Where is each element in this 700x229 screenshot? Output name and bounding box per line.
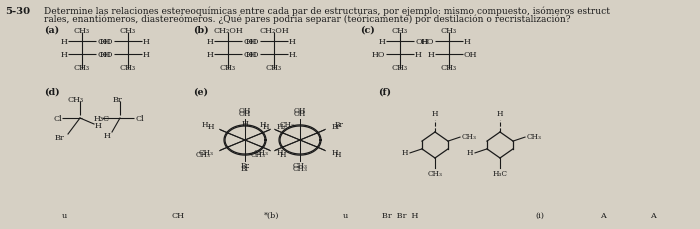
Text: OH: OH [464,51,477,59]
Text: CH₃: CH₃ [120,27,136,35]
Text: H: H [143,51,150,59]
Text: CH₃: CH₃ [253,149,269,157]
Text: CH₃: CH₃ [441,64,457,72]
Text: *(b): *(b) [264,212,279,220]
Text: CH₃: CH₃ [279,121,294,129]
Text: H: H [259,121,266,129]
Text: H.: H. [242,120,251,128]
Text: OH: OH [415,38,428,46]
Text: H.: H. [202,121,211,129]
Text: H: H [331,149,338,157]
Text: H: H [402,149,408,157]
Text: CH₃: CH₃ [74,64,90,72]
Text: CH₃: CH₃ [462,133,477,141]
Text: CH₃: CH₃ [68,96,84,104]
Text: (i): (i) [535,212,544,220]
Text: rales, enantiómeros, diastereómeros. ¿Qué pares podría separar (teóricamente) po: rales, enantiómeros, diastereómeros. ¿Qu… [44,15,570,25]
Text: H: H [378,38,385,46]
Text: CH₃: CH₃ [196,150,211,158]
Text: H: H [497,110,503,118]
Text: H₃C: H₃C [493,170,507,178]
Text: CH₃: CH₃ [74,27,90,35]
Text: H: H [466,149,473,157]
Text: 5-30: 5-30 [5,7,30,16]
Text: OH: OH [97,38,111,46]
Text: HO: HO [372,51,385,59]
Text: Br: Br [241,165,249,173]
Text: H: H [464,38,471,46]
Text: OH: OH [239,107,251,115]
Text: Br: Br [241,162,249,170]
Text: HO: HO [246,51,259,59]
Text: HO: HO [246,38,259,46]
Text: CH₃: CH₃ [293,165,307,173]
Text: u: u [62,212,67,220]
Text: H₂: H₂ [276,123,286,131]
Text: Br: Br [55,134,64,142]
Text: Br: Br [334,121,343,129]
Text: H.: H. [289,51,298,59]
Text: CH₃: CH₃ [428,170,442,178]
Text: CH₃: CH₃ [251,150,266,158]
Text: Br: Br [331,123,340,131]
Text: CH: CH [172,212,185,220]
Text: u: u [343,212,349,220]
Text: CH₃: CH₃ [266,64,282,72]
Text: H: H [427,51,434,59]
Text: A: A [600,212,606,220]
Text: H: H [206,51,213,59]
Text: H: H [143,38,150,46]
Text: OH: OH [243,51,256,59]
Text: OH: OH [294,107,306,115]
Text: H: H [262,123,269,131]
Text: H: H [432,110,438,118]
Text: H: H [276,149,283,157]
Text: CH₃: CH₃ [392,64,408,72]
Text: CH₃: CH₃ [441,27,457,35]
Text: OH: OH [243,38,256,46]
Text: CH₃: CH₃ [199,149,214,157]
Text: HO: HO [99,51,113,59]
Text: CH₃: CH₃ [120,64,136,72]
Text: H: H [207,123,214,131]
Text: Br  Br  H: Br Br H [382,212,419,220]
Text: OH: OH [97,51,111,59]
Text: H: H [206,38,213,46]
Text: Cl: Cl [135,115,143,123]
Text: (b): (b) [193,26,209,35]
Text: CH₂OH: CH₂OH [259,27,289,35]
Text: (d): (d) [44,88,60,97]
Text: H: H [415,51,422,59]
Text: (f): (f) [378,88,391,97]
Text: H: H [95,122,102,130]
Text: H: H [334,150,341,158]
Text: (e): (e) [193,88,208,97]
Text: OH: OH [239,110,251,118]
Text: H: H [103,132,110,140]
Text: CH₃: CH₃ [527,133,542,141]
Text: H₃C: H₃C [94,115,110,123]
Text: CH₂OH: CH₂OH [213,27,243,35]
Text: CH₃: CH₃ [293,162,307,170]
Text: CH₃: CH₃ [392,27,408,35]
Text: (a): (a) [44,26,59,35]
Text: HO: HO [421,38,434,46]
Text: Cl: Cl [54,115,62,123]
Text: CH₃: CH₃ [220,64,236,72]
Text: Determine las relaciones estereoquímicas entre cada par de estructuras, por ejem: Determine las relaciones estereoquímicas… [44,6,610,16]
Text: H: H [60,51,67,59]
Text: H: H [279,150,286,158]
Text: H: H [289,38,296,46]
Text: H: H [60,38,67,46]
Text: Br: Br [112,96,122,104]
Text: OH: OH [294,110,306,118]
Text: (c): (c) [360,26,374,35]
Text: A: A [650,212,656,220]
Text: HO: HO [99,38,113,46]
